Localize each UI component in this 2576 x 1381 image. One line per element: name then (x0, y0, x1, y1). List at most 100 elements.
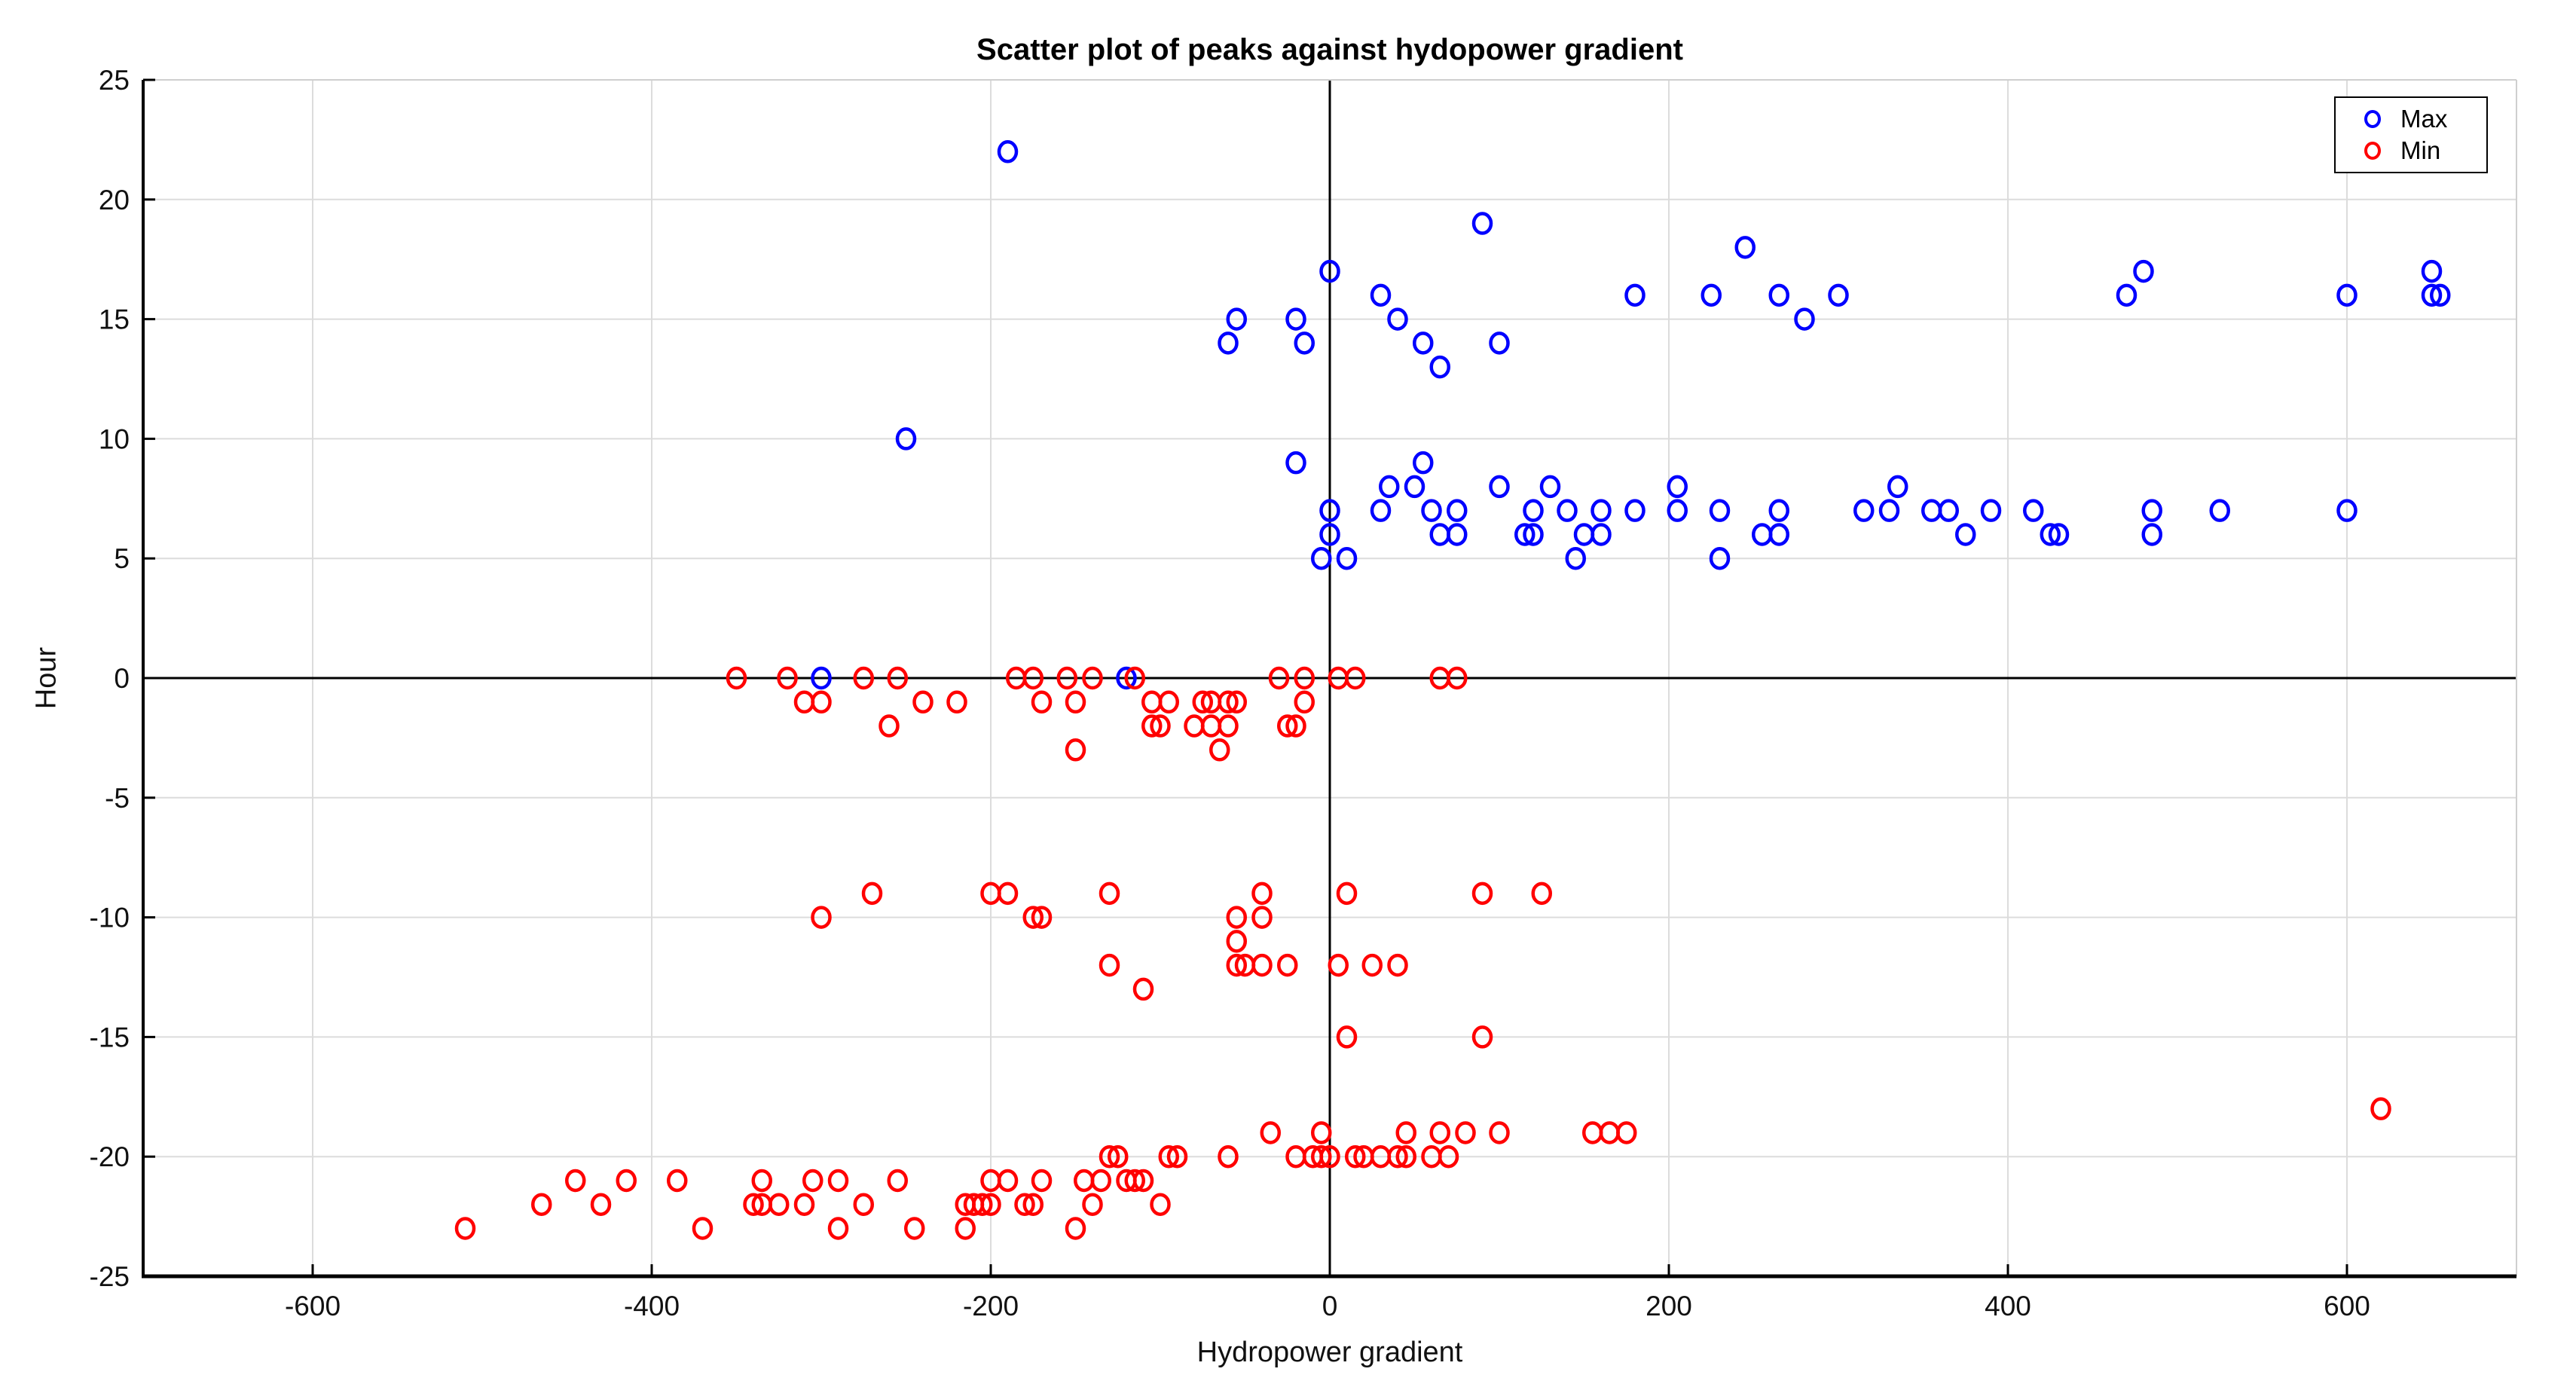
data-point-min (1218, 690, 1239, 714)
data-point-min (1065, 1217, 1086, 1240)
y-tick-label: -15 (90, 1022, 130, 1053)
data-point-max (1319, 499, 1340, 522)
y-tick-label: 10 (99, 423, 130, 454)
data-point-max (1887, 475, 1908, 499)
data-point-min (1277, 714, 1298, 738)
data-point-max (1421, 499, 1442, 522)
data-point-min (1090, 1169, 1111, 1193)
data-point-max (1471, 212, 1493, 235)
data-point-min (1141, 714, 1163, 738)
y-tick-label: 20 (99, 185, 130, 215)
data-point-max (1294, 332, 1315, 355)
data-point-max (1701, 283, 1722, 307)
data-point-min (1531, 881, 1552, 906)
data-point-min (590, 1193, 612, 1216)
data-point-min (1345, 666, 1366, 690)
legend-item-min: Min (2336, 136, 2486, 165)
y-tick-label: -5 (105, 783, 130, 814)
legend: Max Min (2334, 96, 2488, 173)
y-tick-label: 25 (99, 65, 130, 96)
data-point-min (1031, 906, 1053, 929)
data-point-min (1082, 1193, 1103, 1216)
data-point-min (1471, 881, 1493, 906)
data-point-min (955, 1217, 976, 1240)
data-point-max (1319, 259, 1340, 283)
data-point-max (2141, 499, 2162, 522)
data-point-min (827, 1169, 849, 1193)
data-point-min (1099, 1144, 1120, 1169)
data-point-min (1150, 714, 1171, 738)
min-marker-icon (2364, 142, 2381, 160)
data-point-max (2430, 283, 2451, 307)
x-tick-label: 200 (1646, 1291, 1692, 1321)
data-point-min (1209, 738, 1230, 762)
data-point-min (769, 1193, 790, 1216)
data-point-max (997, 140, 1019, 163)
data-point-min (1455, 1121, 1476, 1144)
data-point-min (1251, 953, 1273, 977)
data-point-max (1591, 523, 1612, 546)
data-point-min (1285, 714, 1306, 738)
data-point-max (1285, 307, 1306, 331)
plot-title: Scatter plot of peaks against hydopower … (976, 33, 1683, 66)
data-point-min (1429, 1121, 1450, 1144)
data-point-min (1132, 977, 1154, 1001)
data-point-max (1557, 499, 1578, 522)
data-point-min (1395, 1144, 1416, 1169)
data-point-min (1056, 666, 1077, 690)
data-point-max (1624, 283, 1646, 307)
data-point-min (726, 666, 747, 690)
data-point-max (1768, 523, 1789, 546)
data-point-max (1218, 332, 1239, 355)
x-tick-label: -400 (624, 1291, 680, 1321)
data-point-max (2048, 523, 2070, 546)
data-point-max (1226, 307, 1247, 331)
data-point-min (811, 690, 832, 714)
data-point-min (1099, 881, 1120, 906)
x-tick-label: -200 (963, 1291, 1019, 1321)
data-point-max (811, 666, 832, 690)
legend-item-max: Max (2336, 105, 2486, 133)
legend-label-max: Max (2400, 104, 2448, 133)
data-point-max (1370, 499, 1392, 522)
y-tick-label: -10 (90, 903, 130, 933)
data-point-max (1413, 332, 1434, 355)
data-point-min (904, 1217, 925, 1240)
data-point-min (1387, 953, 1408, 977)
data-point-max (1853, 499, 1875, 522)
data-point-min (1336, 1025, 1358, 1049)
data-point-max (1591, 499, 1612, 522)
data-point-min (1489, 1121, 1510, 1144)
data-point-min (1294, 666, 1315, 690)
data-point-min (793, 1193, 815, 1216)
data-point-min (1014, 1193, 1035, 1216)
data-point-max (1311, 546, 1332, 570)
data-point-min (1277, 953, 1298, 977)
data-point-min (1031, 1169, 1053, 1193)
data-point-min (1395, 1121, 1416, 1144)
data-point-min (1124, 666, 1145, 690)
data-point-min (1345, 1144, 1366, 1169)
data-point-min (861, 881, 883, 906)
x-tick-label: -600 (285, 1291, 341, 1321)
data-point-min (1319, 1144, 1340, 1169)
data-point-min (1471, 1025, 1493, 1049)
data-point-max (1667, 475, 1688, 499)
data-point-min (1022, 1193, 1044, 1216)
data-point-min (1099, 953, 1120, 977)
data-point-min (1065, 738, 1086, 762)
data-point-min (1294, 690, 1315, 714)
data-point-max (1938, 499, 1959, 522)
data-point-min (887, 666, 908, 690)
data-point-max (1489, 332, 1510, 355)
data-point-max (1878, 499, 1900, 522)
data-point-min (827, 1217, 849, 1240)
data-point-min (1387, 1144, 1408, 1169)
y-tick-label: 0 (114, 663, 130, 694)
data-point-min (1108, 1144, 1129, 1169)
data-point-min (751, 1169, 772, 1193)
data-point-max (1116, 666, 1137, 690)
data-point-min (777, 666, 798, 690)
data-point-min (1251, 881, 1273, 906)
